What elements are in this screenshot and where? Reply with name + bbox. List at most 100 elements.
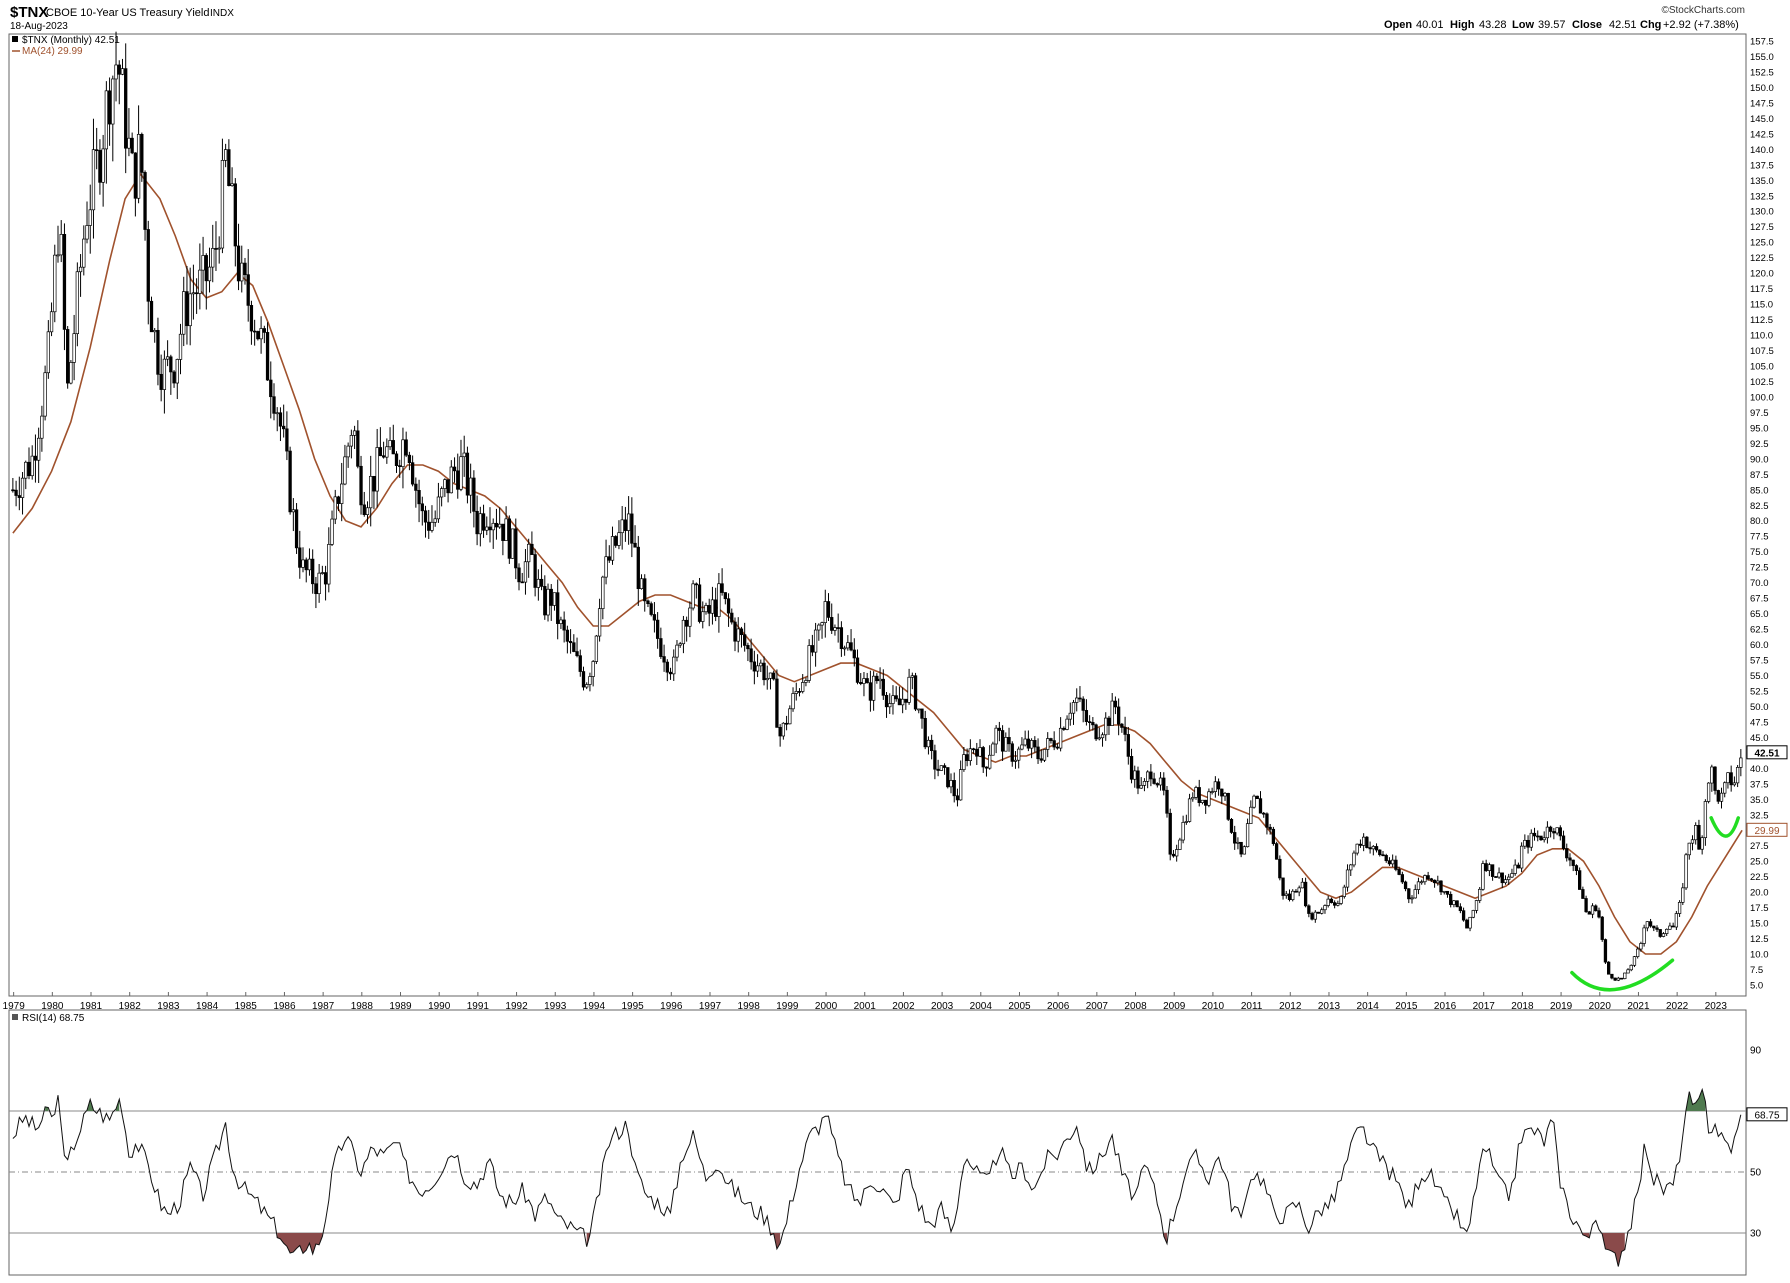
candle <box>955 788 960 807</box>
chart-header: $TNX CBOE 10-Year US Treasury Yield INDX… <box>10 4 1745 32</box>
candle <box>868 670 873 712</box>
x-tick-label: 2016 <box>1434 1001 1457 1012</box>
candle <box>717 573 721 633</box>
candle <box>801 674 805 694</box>
candle <box>1136 766 1140 795</box>
candle <box>1191 792 1195 802</box>
candle <box>807 639 811 683</box>
candle <box>726 593 731 627</box>
candle <box>881 669 885 700</box>
candle <box>1542 831 1546 843</box>
candle <box>478 506 482 547</box>
candle <box>1639 941 1643 952</box>
price-y-tick: 55.0 <box>1750 671 1769 682</box>
candle <box>1039 749 1043 763</box>
security-name: CBOE 10-Year US Treasury Yield <box>46 7 209 19</box>
candle <box>1616 976 1620 982</box>
x-tick-label: 2002 <box>892 1001 915 1012</box>
close-value: 42.51 <box>1609 19 1637 31</box>
candle <box>1133 765 1137 788</box>
candle <box>1349 863 1353 876</box>
candle <box>797 688 802 697</box>
candle <box>1407 888 1411 904</box>
candle <box>1732 776 1737 787</box>
x-tick-label: 1983 <box>157 1001 180 1012</box>
x-tick-label: 2001 <box>854 1001 877 1012</box>
candle <box>201 236 205 295</box>
candle <box>1142 778 1147 792</box>
candle <box>1023 730 1027 747</box>
candle <box>1636 946 1640 959</box>
candle <box>1394 855 1398 872</box>
candle <box>1262 811 1266 818</box>
x-tick-label: 1984 <box>196 1001 219 1012</box>
candle <box>994 725 998 754</box>
candle <box>394 451 399 473</box>
candle <box>88 184 92 254</box>
candle <box>1078 686 1082 703</box>
candle <box>1597 907 1601 919</box>
candle <box>1116 698 1121 736</box>
candle <box>1558 825 1562 841</box>
rsi-line-layer <box>12 1087 1742 1267</box>
candle <box>1490 864 1495 881</box>
candle <box>1387 857 1392 866</box>
candle <box>1716 789 1720 804</box>
price-y-tick: 62.5 <box>1750 625 1769 636</box>
candle <box>327 527 331 593</box>
candle <box>1661 932 1666 938</box>
rsi-oversold-fill <box>1602 1233 1625 1267</box>
candle <box>952 772 956 803</box>
candle <box>562 611 566 643</box>
price-y-tick: 147.5 <box>1750 98 1774 109</box>
candle <box>1033 736 1037 753</box>
price-y-tick: 47.5 <box>1750 717 1769 728</box>
candle <box>1026 730 1031 752</box>
candle <box>1165 785 1169 818</box>
candle <box>1729 765 1733 792</box>
candle <box>1278 855 1282 881</box>
candle <box>398 459 402 478</box>
candle <box>1587 910 1591 915</box>
price-y-tick: 57.5 <box>1750 656 1769 667</box>
candle <box>223 143 228 168</box>
candle <box>1362 833 1366 852</box>
candle <box>1187 793 1192 823</box>
low-label: Low <box>1512 19 1534 31</box>
price-y-tick: 65.0 <box>1750 609 1769 620</box>
candle <box>1648 918 1653 928</box>
x-tick-label: 1990 <box>428 1001 451 1012</box>
candle <box>739 626 744 648</box>
candle <box>459 439 463 492</box>
price-y-tick: 142.5 <box>1750 129 1774 140</box>
candle <box>968 739 972 766</box>
candle <box>1374 843 1379 853</box>
candle <box>288 446 292 515</box>
candle <box>430 505 434 533</box>
x-tick-label: 1994 <box>583 1001 606 1012</box>
candle <box>984 766 989 777</box>
candle <box>1223 791 1227 801</box>
candle <box>1519 842 1524 873</box>
x-tick-label: 2023 <box>1705 1001 1728 1012</box>
rsi-tick-30: 30 <box>1750 1229 1762 1240</box>
candle <box>46 320 50 379</box>
candle <box>1487 862 1492 877</box>
price-y-tick: 92.5 <box>1750 439 1769 450</box>
rsi-tick-90: 90 <box>1750 1046 1762 1057</box>
x-tick-label: 2004 <box>970 1001 993 1012</box>
candle <box>1255 795 1259 800</box>
candle <box>1652 925 1656 932</box>
candle <box>37 427 41 484</box>
copyright-label: ©StockCharts.com <box>1661 5 1745 16</box>
price-y-tick: 122.5 <box>1750 253 1774 264</box>
price-y-tick: 60.0 <box>1750 640 1769 651</box>
candle <box>1561 830 1566 851</box>
candle <box>1352 850 1356 868</box>
candle <box>356 420 360 469</box>
candle <box>1326 895 1330 908</box>
candle <box>720 568 724 596</box>
candle <box>643 574 647 612</box>
candle <box>633 525 637 548</box>
